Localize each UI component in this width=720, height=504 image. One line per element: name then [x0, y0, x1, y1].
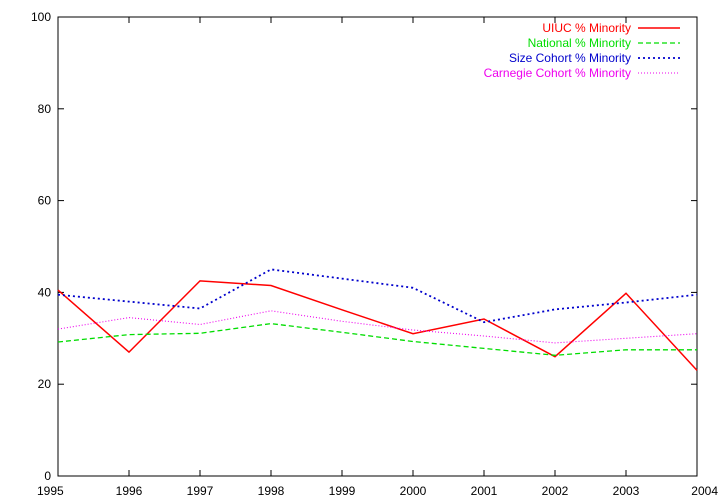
- series-line-1: [57, 280, 698, 371]
- plot-frame: [57, 16, 698, 477]
- x-tick-label: 1997: [187, 484, 214, 498]
- legend-label: National % Minority: [528, 36, 631, 50]
- series-line-4: [57, 310, 698, 344]
- x-tick-label: 2000: [400, 484, 427, 498]
- series-lines: [57, 268, 698, 371]
- x-tick-label: 1996: [116, 484, 143, 498]
- x-tick-label: 2004: [691, 484, 718, 498]
- y-tick-label: 80: [38, 102, 52, 116]
- x-tick-label: 2003: [613, 484, 640, 498]
- x-tick-label: 2001: [471, 484, 498, 498]
- y-tick-label: 20: [38, 377, 52, 391]
- legend-label: UIUC % Minority: [542, 21, 631, 35]
- x-tick-label: 1999: [329, 484, 356, 498]
- x-tick-label: 1995: [37, 484, 64, 498]
- x-tick-label: 2002: [542, 484, 569, 498]
- y-tick-label: 60: [38, 194, 52, 208]
- y-tick-label: 100: [31, 10, 51, 24]
- legend-label: Carnegie Cohort % Minority: [484, 66, 631, 80]
- y-tick-label: 0: [44, 469, 51, 483]
- legend-label: Size Cohort % Minority: [509, 51, 631, 65]
- series-line-2: [57, 322, 697, 356]
- series-line-3: [57, 268, 698, 324]
- axis-ticks: 0 20 40 60 80 100 1995 1996 1997 1998 1999 2000 2001…: [31, 10, 718, 498]
- y-tick-label: 40: [38, 285, 52, 299]
- x-tick-label: 1998: [258, 484, 285, 498]
